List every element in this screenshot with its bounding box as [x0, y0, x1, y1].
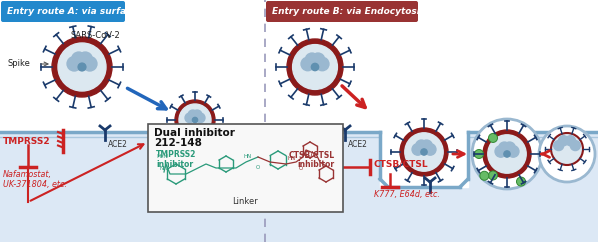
Circle shape	[480, 171, 489, 180]
Circle shape	[508, 146, 519, 157]
Text: O: O	[299, 166, 303, 171]
Circle shape	[58, 43, 106, 91]
Circle shape	[483, 130, 531, 178]
Circle shape	[196, 113, 205, 123]
Circle shape	[570, 141, 580, 151]
Bar	[0, 0, 598, 132]
Text: SARS-CoV-2: SARS-CoV-2	[70, 31, 120, 40]
Circle shape	[517, 177, 526, 186]
Circle shape	[312, 63, 319, 71]
Circle shape	[554, 141, 564, 151]
Text: 212-148: 212-148	[154, 138, 202, 148]
Circle shape	[489, 171, 498, 180]
Circle shape	[193, 110, 202, 120]
Circle shape	[185, 113, 194, 123]
Circle shape	[188, 110, 198, 120]
Text: ACE2: ACE2	[108, 140, 128, 149]
Circle shape	[193, 117, 197, 123]
Circle shape	[539, 126, 595, 182]
Circle shape	[472, 119, 542, 189]
Circle shape	[489, 133, 498, 143]
Circle shape	[287, 39, 343, 95]
Circle shape	[474, 150, 484, 159]
FancyBboxPatch shape	[266, 1, 418, 22]
Circle shape	[52, 37, 112, 97]
Text: HN: HN	[288, 156, 296, 161]
Circle shape	[499, 142, 510, 154]
Text: TMPRSS2
inhibitor: TMPRSS2 inhibitor	[156, 150, 196, 169]
Circle shape	[316, 57, 329, 71]
Circle shape	[301, 57, 315, 71]
Circle shape	[488, 135, 526, 173]
Circle shape	[504, 142, 515, 154]
Circle shape	[416, 140, 427, 151]
Circle shape	[566, 136, 575, 146]
Text: Entry route B: via Endocytosis: Entry route B: via Endocytosis	[272, 8, 425, 16]
Text: ACE2: ACE2	[348, 140, 368, 149]
Circle shape	[551, 133, 583, 165]
Circle shape	[67, 57, 81, 71]
Circle shape	[292, 45, 337, 89]
Circle shape	[175, 100, 215, 140]
Circle shape	[78, 63, 86, 71]
Circle shape	[421, 149, 427, 155]
Text: Nafamostat,
UK-371804, etc.: Nafamostat, UK-371804, etc.	[3, 170, 67, 189]
Text: H₂N: H₂N	[156, 154, 168, 159]
Circle shape	[412, 144, 423, 155]
Text: K777, E64d, etc.: K777, E64d, etc.	[374, 190, 440, 199]
Text: O: O	[256, 165, 260, 170]
Text: Linker: Linker	[232, 197, 258, 206]
Circle shape	[405, 133, 443, 171]
Circle shape	[179, 104, 211, 136]
Text: Spike: Spike	[7, 59, 30, 68]
Bar	[0, 127, 598, 242]
Text: Dual inhibitor: Dual inhibitor	[154, 128, 235, 138]
Circle shape	[72, 52, 86, 67]
Circle shape	[425, 144, 436, 155]
Text: CTSB/CTSL
inhibitor: CTSB/CTSL inhibitor	[289, 150, 335, 169]
Circle shape	[83, 57, 97, 71]
Circle shape	[400, 128, 448, 176]
Text: TMPRSS2: TMPRSS2	[3, 137, 51, 146]
Circle shape	[312, 53, 325, 67]
Text: NH: NH	[160, 166, 168, 171]
Text: HN: HN	[244, 154, 252, 159]
Bar	[380, 132, 468, 187]
Text: Entry route A: via surface: Entry route A: via surface	[7, 8, 138, 16]
Circle shape	[504, 151, 510, 157]
Text: CTSB/CTSL: CTSB/CTSL	[374, 159, 429, 168]
Circle shape	[78, 52, 93, 67]
Circle shape	[559, 136, 569, 146]
FancyBboxPatch shape	[148, 124, 343, 212]
Circle shape	[495, 146, 507, 157]
Circle shape	[306, 53, 319, 67]
Circle shape	[421, 140, 432, 151]
FancyBboxPatch shape	[1, 1, 125, 22]
